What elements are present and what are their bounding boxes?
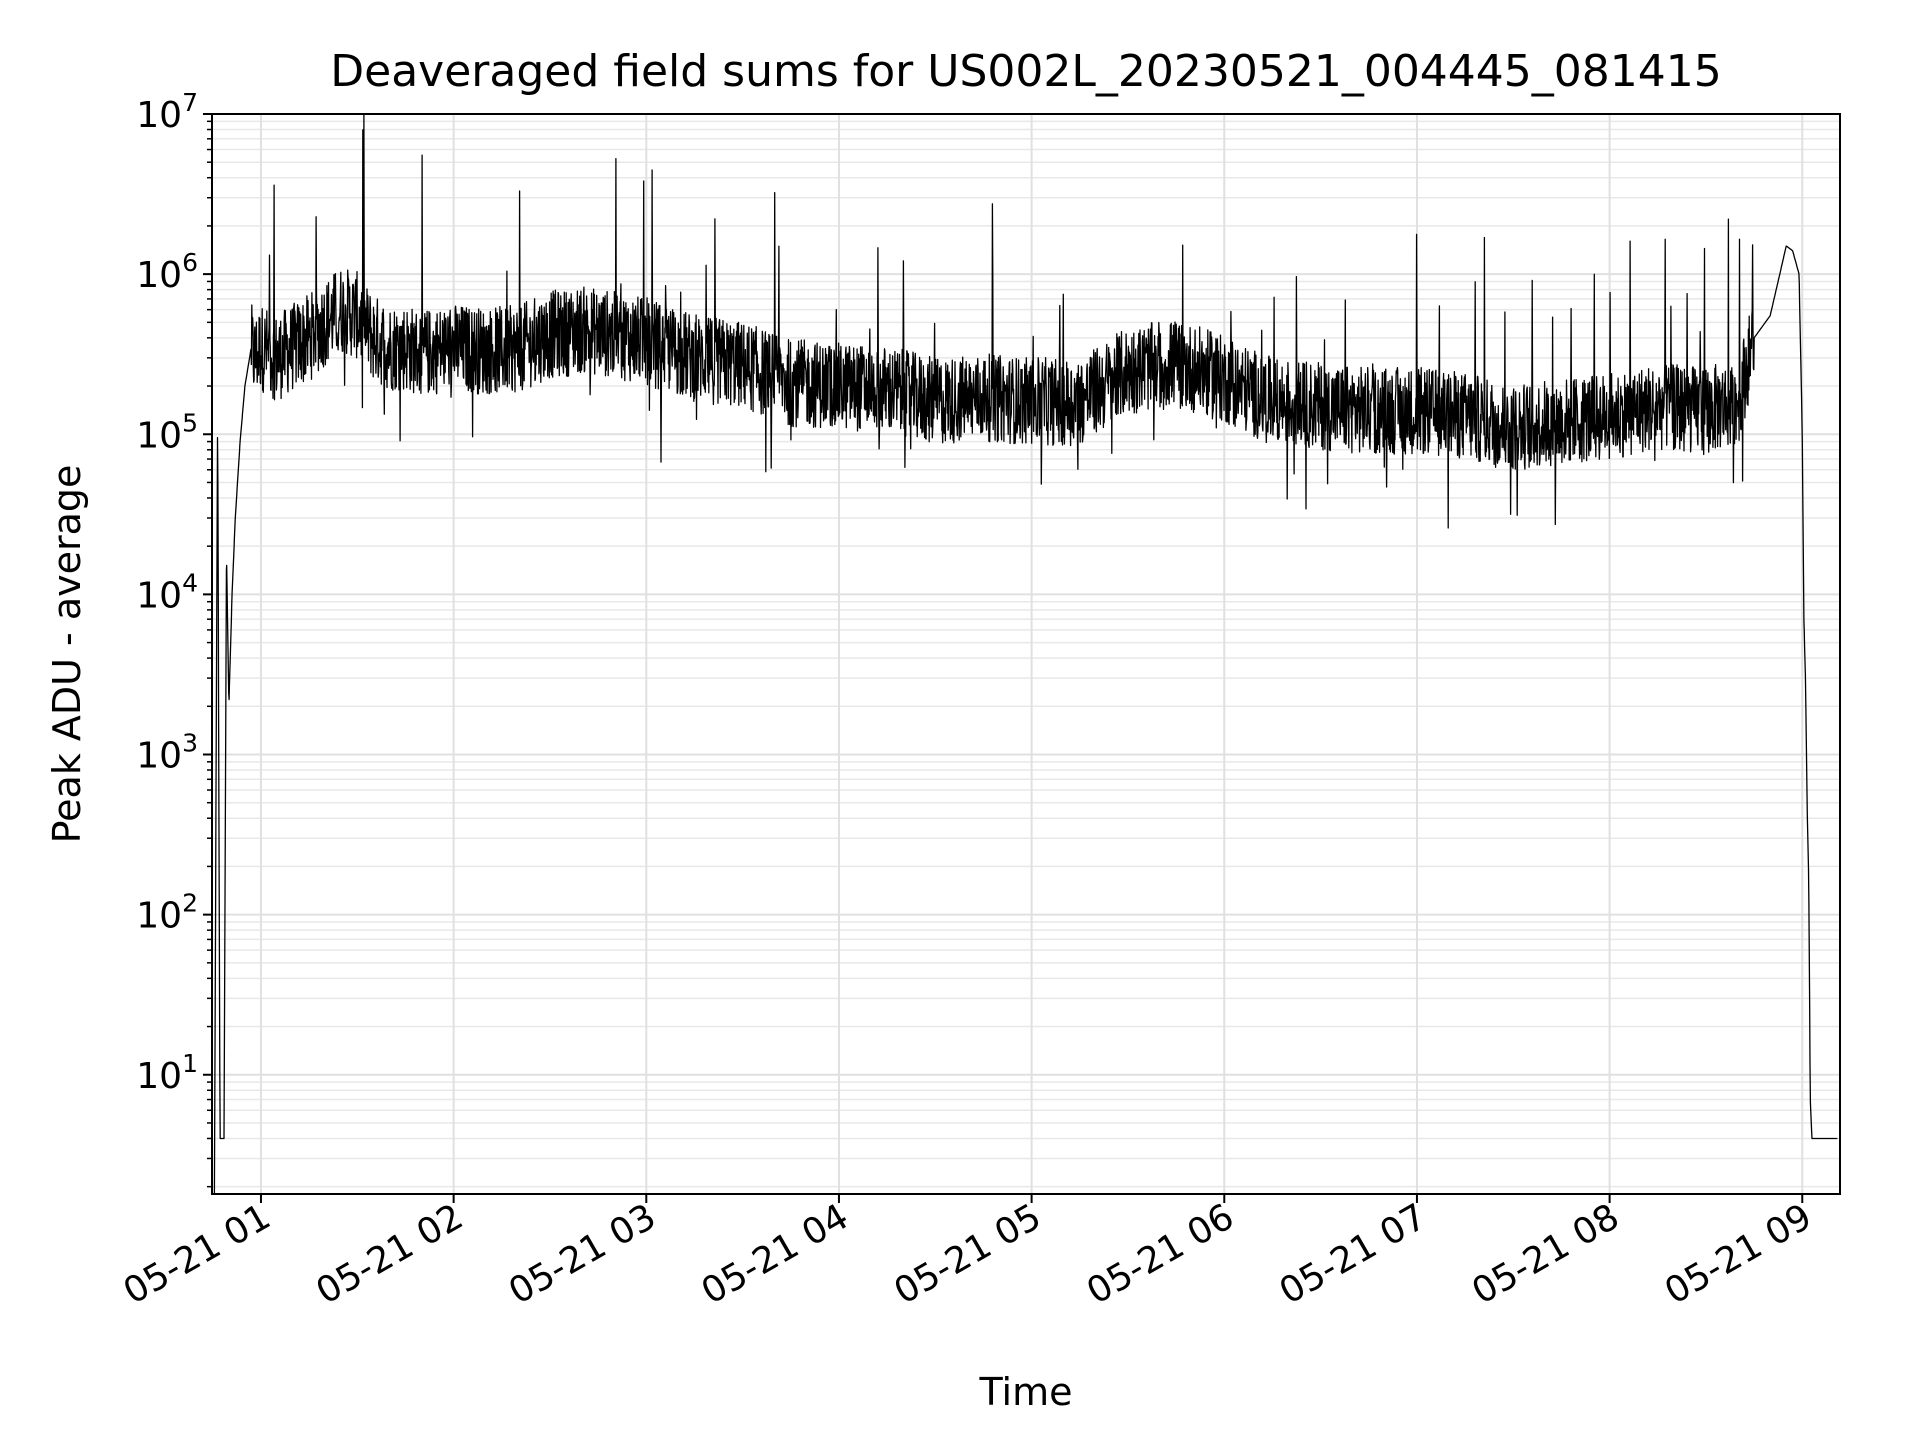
y-tick-label: 107 <box>136 88 198 136</box>
y-tick-label: 104 <box>136 568 198 616</box>
chart-title: Deaveraged field sums for US002L_2023052… <box>330 46 1722 97</box>
y-tick-label: 106 <box>136 248 198 296</box>
plot-frame <box>211 113 1841 1195</box>
y-tick-label: 103 <box>136 729 198 777</box>
series-line <box>213 114 1838 1194</box>
y-tick-label: 101 <box>136 1049 198 1097</box>
y-axis-label: Peak ADU - average <box>45 465 89 844</box>
ticks <box>203 113 1804 1203</box>
y-tick-label: 105 <box>136 408 198 456</box>
x-axis-label: Time <box>979 1370 1073 1414</box>
y-tick-label: 102 <box>136 889 198 937</box>
